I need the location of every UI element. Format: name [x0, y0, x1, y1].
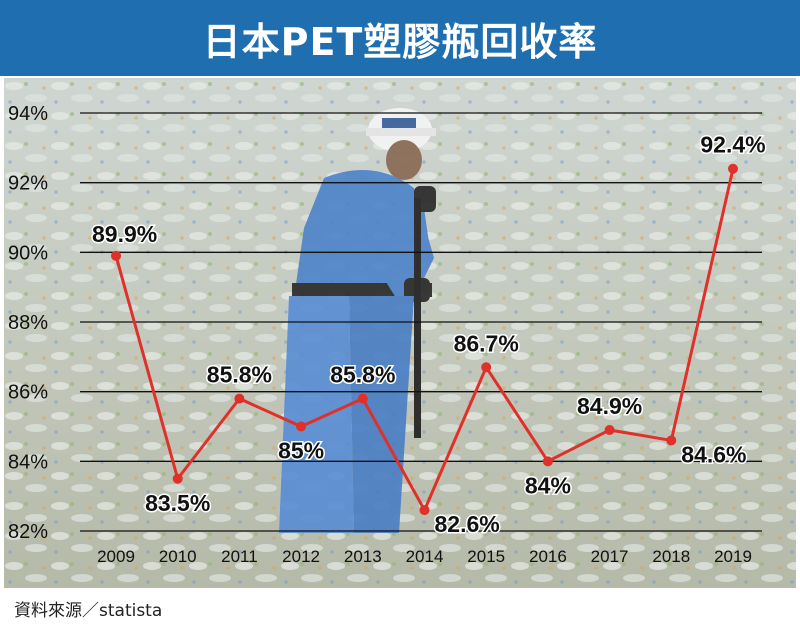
data-point	[728, 163, 738, 174]
y-tick-label: 94%	[8, 103, 48, 125]
series-line	[114, 168, 735, 512]
series-line-path	[114, 168, 735, 512]
gridlines	[80, 112, 762, 532]
x-tick-label: 2012	[282, 547, 320, 566]
data-label: 84%	[525, 472, 571, 498]
data-point	[542, 456, 553, 467]
data-point	[604, 424, 615, 435]
worker-in-bottle-pile-photo	[4, 78, 796, 588]
data-point	[296, 421, 307, 432]
data-label: 82.6%	[435, 511, 500, 537]
y-tick-label: 92%	[8, 173, 48, 195]
data-label: 89.9%	[92, 221, 157, 247]
data-label: 92.4%	[700, 132, 765, 158]
data-point	[666, 435, 677, 446]
data-point	[234, 393, 245, 404]
data-label: 85.8%	[207, 362, 272, 388]
data-label: 84.9%	[577, 393, 642, 419]
data-label: 83.5%	[145, 490, 210, 516]
x-tick-label: 2017	[591, 547, 629, 566]
x-tick-label: 2015	[467, 547, 505, 566]
data-point	[357, 393, 368, 404]
title-bar: 日本PET塑膠瓶回收率	[0, 0, 800, 76]
x-tick-label: 2018	[652, 547, 690, 566]
data-label: 84.6%	[681, 441, 746, 467]
x-tick-label: 2016	[529, 547, 567, 566]
data-point	[481, 362, 492, 373]
data-label: 85%	[278, 438, 324, 464]
series-points	[111, 163, 738, 516]
x-tick-label: 2009	[97, 547, 135, 566]
source-note: 資料來源／statista	[14, 601, 163, 621]
x-tick-label: 2011	[221, 547, 258, 566]
x-axis-ticks: 2009 2010 2011 2012 2013 2014 2015 2016 2017 2018…	[97, 547, 752, 566]
data-point	[111, 250, 121, 261]
x-tick-label: 2014	[406, 547, 444, 566]
x-tick-label: 2019	[714, 547, 752, 566]
data-label: 86.7%	[454, 330, 519, 356]
y-tick-label: 82%	[8, 521, 48, 543]
y-tick-label: 84%	[8, 451, 48, 473]
data-labels: 89.9% 83.5% 85.8% 85% 85.8% 82.6% 86.7% 84% 84.9…	[91, 130, 768, 538]
y-tick-label: 90%	[8, 242, 48, 264]
x-tick-label: 2013	[344, 547, 382, 566]
worker-figure	[279, 108, 436, 533]
data-point	[172, 473, 183, 484]
data-point	[419, 505, 430, 516]
y-tick-label: 86%	[8, 382, 48, 404]
y-tick-label: 88%	[8, 312, 48, 334]
data-label: 85.8%	[330, 362, 395, 388]
chart-title: 日本PET塑膠瓶回收率	[202, 19, 598, 64]
y-axis-ticks: 82% 84% 86% 88% 90% 92% 94%	[8, 103, 48, 543]
background-photo	[4, 78, 796, 588]
x-tick-label: 2010	[159, 547, 197, 566]
